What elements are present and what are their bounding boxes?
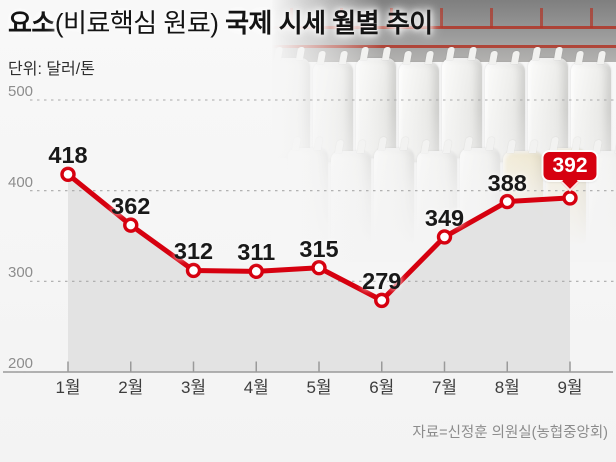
x-axis-label-2: 2월 [118,378,144,397]
data-label-7월: 349 [424,204,465,231]
x-axis-label-1: 1월 [55,378,81,397]
data-point [123,217,139,233]
title-product: 요소 [8,8,55,38]
data-label-6월: 279 [362,268,402,295]
data-point [499,193,515,210]
x-axis-label-5: 5월 [306,378,332,397]
data-label-5월: 315 [299,235,339,262]
x-axis-label-4: 4월 [243,378,269,397]
data-point [436,229,453,245]
x-axis-label-8: 8월 [494,378,520,397]
last-value-badge: 392 [543,152,597,181]
data-point [60,166,76,183]
y-axis-label-200: 200 [8,355,34,372]
y-axis-label-300: 300 [8,264,34,282]
data-point [374,292,390,309]
data-point [562,190,578,206]
page-title: 요소(비료핵심 원료) 국제 시세 월별 추이 [8,6,433,40]
data-label-3월: 312 [173,238,214,265]
data-label-4월: 311 [237,239,276,266]
data-label-2월: 362 [111,193,151,220]
y-axis-label-400: 400 [8,173,34,191]
title-rest: 국제 시세 월별 추이 [218,8,433,38]
data-label-8월: 388 [487,169,527,196]
data-point [185,262,202,279]
unit-label: 단위: 달러/톤 [8,61,95,78]
x-axis-label-7: 7월 [431,378,458,397]
data-point [248,263,264,280]
y-axis-label-500: 500 [8,83,34,100]
data-point [311,260,327,276]
data-label-1월: 418 [48,142,88,169]
x-axis-label-9: 9월 [557,378,583,397]
source-label: 자료=신정훈 의원실(농협중앙회) [412,425,608,441]
title-paren: (비료핵심 원료) [54,8,219,38]
x-axis-label-6: 6월 [369,378,395,397]
x-axis-label-3: 3월 [180,378,207,397]
